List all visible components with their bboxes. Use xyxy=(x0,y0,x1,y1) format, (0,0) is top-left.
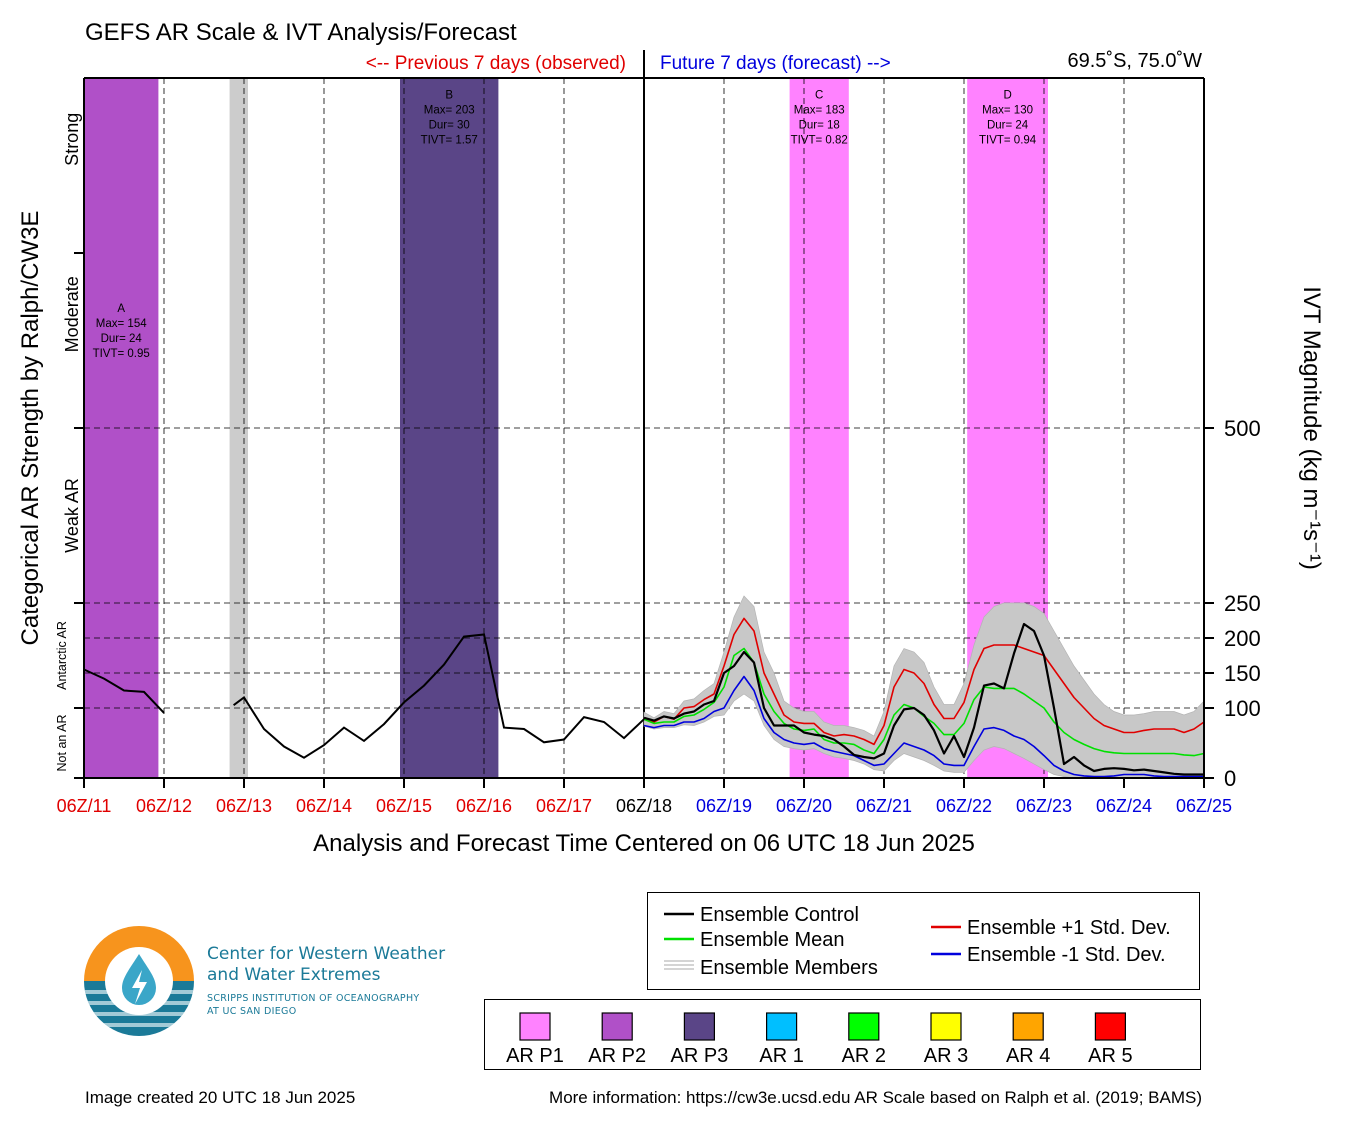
category-label-moderate: Moderate xyxy=(62,276,82,352)
series-ensemble-control xyxy=(643,622,1204,776)
legend-swatch-ar-3 xyxy=(930,1012,962,1041)
x-tick-label-06Z/22: 06Z/22 xyxy=(936,796,992,816)
category-label-antarctic-ar: Antarctic AR xyxy=(55,621,69,690)
legend-label-ar-p2: AR P2 xyxy=(588,1045,646,1067)
x-tick-label-06Z/15: 06Z/15 xyxy=(376,796,432,816)
event-D-label-3: TIVT= 0.94 xyxy=(979,135,1037,147)
legend-label-ar-2: AR 2 xyxy=(842,1045,886,1067)
x-tick-label-06Z/24: 06Z/24 xyxy=(1096,796,1152,816)
y-tick-label-500: 500 xyxy=(1224,416,1261,441)
category-label-weak-ar: Weak AR xyxy=(62,478,82,553)
legend-label-plus-std: Ensemble +1 Std. Dev. xyxy=(967,917,1171,939)
x-tick-label-06Z/19: 06Z/19 xyxy=(696,796,752,816)
x-tick-label-06Z/12: 06Z/12 xyxy=(136,796,192,816)
series-ensemble-1-std-dev- xyxy=(643,675,1204,778)
x-tick-label-06Z/13: 06Z/13 xyxy=(216,796,272,816)
x-tick-label-06Z/20: 06Z/20 xyxy=(776,796,832,816)
y-tick-label-100: 100 xyxy=(1224,696,1261,721)
event-D-label-1: Max= 130 xyxy=(982,105,1033,117)
series-ensemble-1-std-dev- xyxy=(643,617,1205,746)
x-axis-label: Analysis and Forecast Time Centered on 0… xyxy=(313,830,975,857)
logo-line3: SCRIPPS INSTITUTION OF OCEANOGRAPHY xyxy=(207,993,420,1004)
event-B-label-1: Max= 203 xyxy=(424,105,475,117)
event-B-label-3: TIVT= 1.57 xyxy=(421,135,478,147)
x-tick-label-06Z/18: 06Z/18 xyxy=(616,796,672,816)
y-axis-right-label: IVT Magnitude (kg m⁻¹s⁻¹) xyxy=(1298,286,1325,570)
cw3e-logo xyxy=(84,926,194,1036)
legend-swatch-ar-2 xyxy=(848,1012,880,1041)
y-tick-label-0: 0 xyxy=(1224,766,1236,791)
legend-label-members: Ensemble Members xyxy=(700,957,878,979)
legend-swatch-ar-4 xyxy=(1012,1012,1044,1041)
category-label-not-an-ar: Not an AR xyxy=(55,715,69,772)
legend-label-ar-1: AR 1 xyxy=(759,1045,803,1067)
legend-label-ar-p3: AR P3 xyxy=(670,1045,728,1067)
y-tick-label-200: 200 xyxy=(1224,626,1261,651)
y-tick-label-250: 250 xyxy=(1224,591,1261,616)
event-B-label-2: Dur= 30 xyxy=(429,120,470,132)
logo-line2: and Water Extremes xyxy=(207,965,381,985)
logo-line1: Center for Western Weather xyxy=(207,944,446,964)
legend-swatch-ar-1 xyxy=(766,1012,798,1041)
event-B-label-0: B xyxy=(445,90,453,102)
x-tick-label-06Z/17: 06Z/17 xyxy=(536,796,592,816)
legend-label-ar-4: AR 4 xyxy=(1006,1045,1050,1067)
x-tick-label-06Z/11: 06Z/11 xyxy=(57,796,112,816)
previous-label: <-- Previous 7 days (observed) xyxy=(366,53,626,74)
footer-created: Image created 20 UTC 18 Jun 2025 xyxy=(85,1088,356,1107)
legend-label-control: Ensemble Control xyxy=(700,904,859,926)
event-C-label-0: C xyxy=(815,90,823,102)
category-legend: AR P1 AR P2 AR P3 AR 1 AR 2 AR 3 AR 4 AR 5 xyxy=(484,999,1201,1070)
x-tick-label-06Z/23: 06Z/23 xyxy=(1016,796,1072,816)
legend-swatch-ar-p1 xyxy=(519,1012,551,1041)
x-tick-label-06Z/16: 06Z/16 xyxy=(456,796,512,816)
legend-swatch-ar-p2 xyxy=(601,1012,633,1041)
y-tick-label-150: 150 xyxy=(1224,661,1261,686)
legend-label-ar-5: AR 5 xyxy=(1088,1045,1132,1067)
legend-label-minus-std: Ensemble -1 Std. Dev. xyxy=(967,944,1166,966)
x-tick-label-06Z/21: 06Z/21 xyxy=(856,796,912,816)
plot-area: A Max= 154 Dur= 24 TIVT= 0.95 B Max= 203 Dur= … xyxy=(55,50,1261,816)
location-label: 69.5˚S, 75.0˚W xyxy=(1067,50,1202,72)
chart-title: GEFS AR Scale & IVT Analysis/Forecast xyxy=(85,19,517,46)
ensemble-legend: Ensemble Control Ensemble Mean Ensemble … xyxy=(647,892,1200,990)
event-D-label-0: D xyxy=(1003,90,1011,102)
event-C-label-1: Max= 183 xyxy=(794,105,845,117)
event-C-label-2: Dur= 18 xyxy=(799,120,840,132)
legend-label-ar-3: AR 3 xyxy=(924,1045,968,1067)
legend-swatch-ar-p3 xyxy=(683,1012,715,1041)
future-label: Future 7 days (forecast) --> xyxy=(660,53,891,74)
x-tick-label-06Z/14: 06Z/14 xyxy=(296,796,352,816)
event-A-label-1: Max= 154 xyxy=(96,318,147,330)
event-D-label-2: Dur= 24 xyxy=(987,120,1029,132)
logo-line4: AT UC SAN DIEGO xyxy=(207,1006,297,1017)
y-axis-left-label: Categorical AR Strength by Ralph/CW3E xyxy=(17,211,44,646)
legend-swatch-ar-5 xyxy=(1094,1012,1127,1041)
x-tick-label-06Z/25: 06Z/25 xyxy=(1176,796,1232,816)
event-A-label-3: TIVT= 0.95 xyxy=(93,348,150,360)
event-A-label-2: Dur= 24 xyxy=(101,333,143,345)
category-label-strong: Strong xyxy=(62,113,82,166)
event-A-label-0: A xyxy=(117,303,125,315)
legend-label-mean: Ensemble Mean xyxy=(700,929,845,951)
legend-label-ar-p1: AR P1 xyxy=(506,1045,564,1067)
observed-line-1 xyxy=(233,633,645,759)
footer-info: More information: https://cw3e.ucsd.edu … xyxy=(549,1088,1202,1107)
observed-line-0 xyxy=(83,668,165,714)
event-C-label-3: TIVT= 0.82 xyxy=(791,135,848,147)
